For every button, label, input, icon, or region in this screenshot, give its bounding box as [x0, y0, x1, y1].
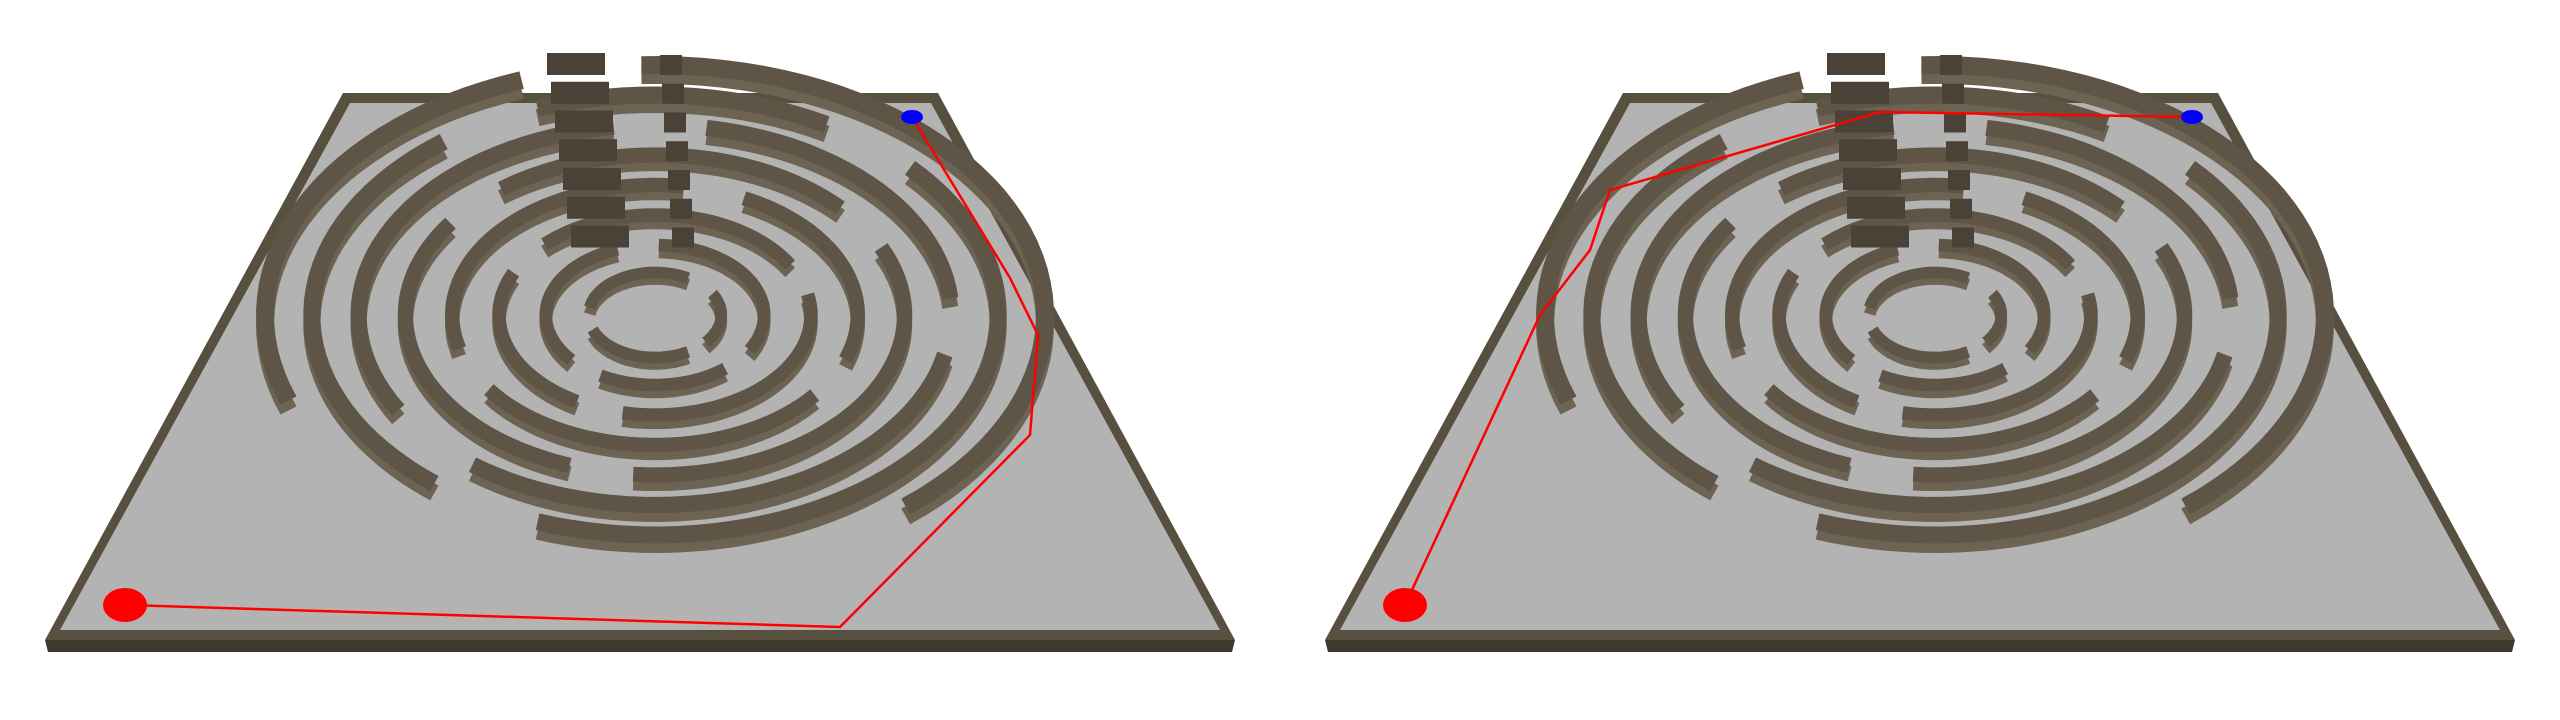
maze-radial-wall: [1950, 198, 1972, 219]
maze-radial-wall: [668, 170, 690, 190]
maze-wall-side: [498, 155, 845, 223]
maze-radial-wall: [1952, 227, 1974, 248]
maze-wall: [484, 384, 820, 453]
maze-wall: [535, 160, 1007, 544]
maze-radial-wall: [547, 53, 605, 75]
maze-wall: [1749, 351, 2233, 514]
maze-wall: [598, 362, 729, 392]
maze-radial-wall: [1851, 225, 1909, 248]
board-front-edge: [45, 640, 1235, 652]
maze-radial-wall: [1831, 81, 1889, 104]
maze-wall: [350, 118, 615, 416]
maze-wall: [632, 243, 913, 483]
maze-wall: [1938, 238, 2051, 355]
maze-radial-wall: [660, 55, 682, 75]
maze-radial-wall: [1835, 110, 1893, 133]
board-front-edge: [1325, 640, 2515, 652]
maze-wall: [1878, 362, 2009, 392]
maze-radial-wall: [672, 227, 694, 248]
maze-wall: [1901, 292, 2098, 422]
maze-wall: [641, 55, 1054, 515]
maze-wall: [1912, 243, 2193, 483]
maze-wall: [1864, 266, 1971, 310]
maze-radial-wall: [563, 168, 621, 190]
maze-wall: [1677, 217, 1852, 473]
right-maze-view: [1325, 53, 2515, 652]
maze-radial-wall: [555, 110, 613, 133]
maze-wall: [705, 119, 959, 300]
maze-radial-wall: [1948, 170, 1970, 190]
maze-wall: [1583, 134, 1728, 491]
maze-wall-side: [598, 369, 729, 399]
maze-wall: [469, 351, 953, 514]
maze-wall: [1985, 119, 2239, 300]
maze-radial-wall: [1827, 53, 1885, 75]
maze-radial-wall: [664, 112, 686, 133]
maze-wall: [584, 266, 691, 310]
maze-radial-wall: [559, 139, 617, 162]
maze-wall: [1815, 160, 2287, 544]
maze-wall: [1819, 243, 1900, 365]
goal-marker: [901, 110, 923, 124]
maze-center: [627, 306, 683, 334]
solution-path: [124, 116, 1040, 629]
maze-wall: [303, 134, 448, 491]
maze-radial-wall: [662, 83, 684, 104]
maze-wall: [1536, 71, 1804, 405]
maze-walls: [1536, 53, 2334, 553]
left-maze-view: [45, 53, 1235, 652]
maze-wall: [539, 243, 620, 365]
start-marker: [1383, 588, 1427, 622]
maze-radial-wall: [567, 196, 625, 219]
maze-radial-wall: [670, 198, 692, 219]
maze-wall: [397, 217, 572, 473]
maze-radial-wall: [1847, 196, 1905, 219]
maze-radial-wall: [1946, 141, 1968, 162]
maze-wall: [1630, 118, 1895, 416]
solution-path: [1403, 110, 2193, 606]
maze-wall: [621, 292, 818, 422]
maze-wall: [1772, 268, 1860, 408]
maze-wall: [702, 289, 728, 347]
maze-wall: [492, 268, 580, 408]
maze-radial-wall: [1944, 112, 1966, 133]
maze-wall: [1867, 326, 1971, 364]
maze-radial-wall: [1839, 139, 1897, 162]
maze-wall-side: [1815, 95, 2110, 142]
maze-center: [1907, 306, 1963, 334]
maze-wall: [1982, 289, 2008, 347]
maze-wall-side: [1778, 155, 2125, 223]
maze-radial-wall: [1843, 168, 1901, 190]
maze-radial-wall: [1940, 55, 1962, 75]
maze-radial-wall: [571, 225, 629, 248]
maze-radial-wall: [666, 141, 688, 162]
maze-wall: [658, 238, 771, 355]
maze-radial-wall: [551, 81, 609, 104]
maze-wall: [1764, 384, 2100, 453]
maze-radial-wall: [1942, 83, 1964, 104]
maze-walls: [256, 53, 1054, 553]
maze-wall: [2021, 191, 2146, 363]
start-marker: [103, 588, 147, 622]
maze-wall: [256, 71, 524, 405]
maze-wall: [1921, 55, 2334, 515]
maze-wall: [741, 191, 866, 363]
goal-marker: [2181, 110, 2203, 124]
maze-wall: [587, 326, 691, 364]
maze-wall-side: [1878, 369, 2009, 399]
maze-wall-side: [535, 95, 830, 142]
